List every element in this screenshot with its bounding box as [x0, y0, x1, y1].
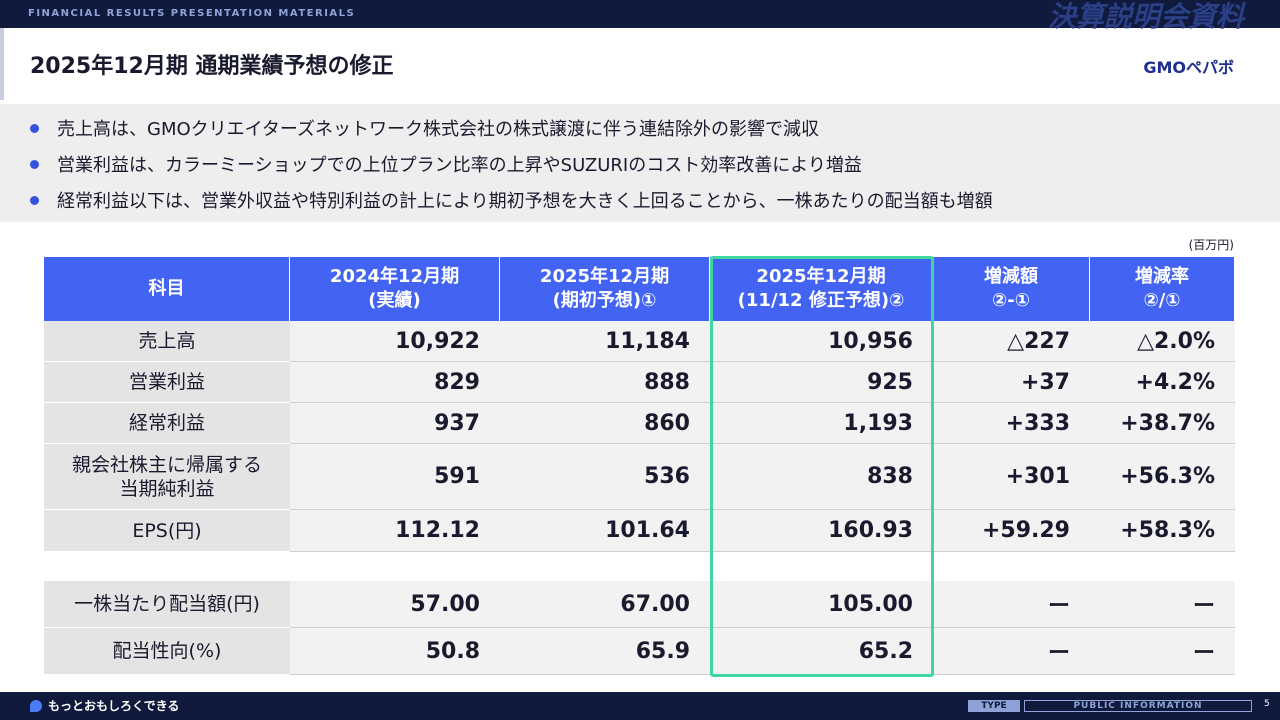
data-cell: 112.12: [290, 510, 500, 552]
data-cell: 11,184: [500, 321, 710, 362]
label-line: 当期純利益: [119, 477, 215, 500]
data-cell: △2.0%: [1090, 321, 1235, 362]
bullet-box: 売上高は、GMOクリエイターズネットワーク株式会社の株式譲渡に伴う連結除外の影響…: [0, 104, 1280, 222]
label-line: 営業利益: [128, 371, 205, 393]
data-cell: 536: [500, 444, 710, 510]
header-cell: 増減額 ②-①: [933, 257, 1090, 321]
data-cell: ー: [1090, 581, 1235, 628]
row-label: 配当性向(%): [44, 628, 290, 675]
header-cell: 2025年12月期 (期初予想)①: [500, 257, 710, 321]
header-line: (期初予想)①: [552, 290, 657, 311]
data-cell: 65.9: [500, 628, 710, 675]
slide-title: 2025年12月期 通期業績予想の修正: [30, 54, 394, 79]
type-badge: TYPE: [968, 700, 1020, 712]
accent-line: [0, 28, 4, 100]
data-cell: +58.3%: [1090, 510, 1235, 552]
data-cell: 1,193: [710, 403, 933, 444]
data-cell: 57.00: [290, 581, 500, 628]
header-line: 2025年12月期: [756, 266, 886, 287]
data-cell: ー: [933, 581, 1090, 628]
data-cell: 10,922: [290, 321, 500, 362]
label-line: 親会社株主に帰属する: [71, 453, 262, 476]
label-line: EPS(円): [132, 519, 202, 542]
data-cell: 65.2: [710, 628, 933, 675]
banner: 決算説明会資料: [1047, 0, 1244, 33]
page-number: 5: [1264, 699, 1270, 709]
data-cell: +56.3%: [1090, 444, 1235, 510]
data-cell: +333: [933, 403, 1090, 444]
bullet: 営業利益は、カラーミーショップでの上位プラン比率の上昇やSUZURIのコスト効率…: [30, 148, 1280, 184]
data-cell: ー: [1090, 628, 1235, 675]
data-cell: +38.7%: [1090, 403, 1235, 444]
row-label: 親会社株主に帰属する 当期純利益: [44, 444, 290, 510]
bullet: 経常利益以下は、営業外収益や特別利益の計上により期初予想を大きく上回ることから、…: [30, 184, 1280, 220]
data-cell: ー: [933, 628, 1090, 675]
data-cell: 937: [290, 403, 500, 444]
row-label: 経常利益: [44, 403, 290, 444]
row-label: 売上高: [44, 321, 290, 362]
data-cell: +4.2%: [1090, 362, 1235, 403]
label-line: 経常利益: [128, 412, 205, 434]
data-cell: +37: [933, 362, 1090, 403]
header-line: ②-①: [992, 290, 1030, 311]
data-cell: 67.00: [500, 581, 710, 628]
header-cell: 増減率 ②/①: [1090, 257, 1235, 321]
header-cell: 科目: [44, 257, 290, 321]
data-cell: 888: [500, 362, 710, 403]
data-cell: 591: [290, 444, 500, 510]
data-cell: 838: [710, 444, 933, 510]
label-line: 売上高: [138, 330, 196, 352]
header-line: 増減率: [1135, 266, 1189, 287]
data-cell: 101.64: [500, 510, 710, 552]
top-label: FINANCIAL RESULTS PRESENTATION MATERIALS: [28, 8, 356, 19]
footer-bar: [0, 692, 1280, 720]
row-label: 営業利益: [44, 362, 290, 403]
top-bar: [0, 0, 1280, 28]
data-cell: +301: [933, 444, 1090, 510]
row-label: 一株当たり配当額(円): [44, 581, 290, 628]
data-cell: 10,956: [710, 321, 933, 362]
data-cell: 829: [290, 362, 500, 403]
header-line: (11/12 修正予想)②: [737, 290, 905, 311]
header-line: 科目: [148, 278, 185, 299]
data-cell: 860: [500, 403, 710, 444]
data-cell: +59.29: [933, 510, 1090, 552]
data-cell: 105.00: [710, 581, 933, 628]
header-line: 2024年12月期: [329, 266, 460, 287]
data-cell: △227: [933, 321, 1090, 362]
unit-label: (百万円): [1188, 238, 1234, 252]
highlight-frame: [710, 256, 934, 677]
header-line: 2025年12月期: [539, 266, 670, 287]
data-cell: 50.8: [290, 628, 500, 675]
tagline: もっとおもしろくできる: [30, 697, 179, 714]
header-line: (実績): [368, 290, 421, 311]
label-line: 一株当たり配当額(円): [74, 593, 260, 615]
label-line: 配当性向(%): [112, 640, 222, 662]
logo: GMOペパボ: [1143, 58, 1234, 77]
header-line: ②/①: [1143, 290, 1181, 311]
header-line: 増減額: [984, 266, 1038, 287]
info-badge: PUBLIC INFORMATION: [1024, 700, 1252, 712]
data-cell: 160.93: [710, 510, 933, 552]
data-cell: 925: [710, 362, 933, 403]
row-label: EPS(円): [44, 510, 290, 552]
bullet: 売上高は、GMOクリエイターズネットワーク株式会社の株式譲渡に伴う連結除外の影響…: [30, 112, 1280, 148]
header-cell: 2024年12月期 (実績): [290, 257, 500, 321]
